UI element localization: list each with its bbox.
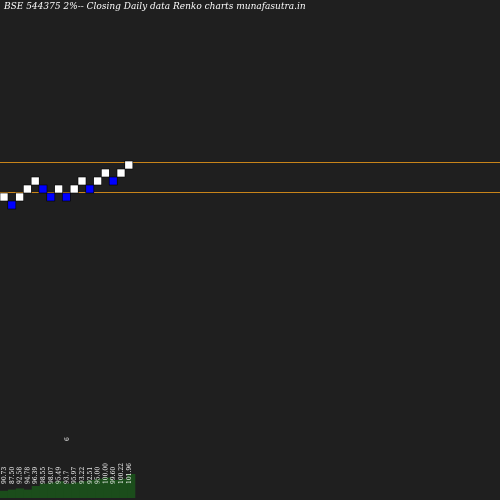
renko-brick-up xyxy=(124,160,134,170)
volume-bar xyxy=(95,478,104,498)
renko-brick-up xyxy=(77,176,87,186)
price-label: 95.00 xyxy=(95,467,102,484)
renko-brick-down xyxy=(7,200,17,210)
renko-brick-up xyxy=(15,192,24,202)
volume-bar xyxy=(23,489,33,498)
volume-bar xyxy=(55,481,64,498)
renko-brick-up xyxy=(93,176,102,186)
price-label: 95.97 xyxy=(71,467,78,484)
volume-bar xyxy=(79,481,88,498)
price-label-extra: 6 xyxy=(64,437,71,441)
renko-brick-up xyxy=(69,184,79,194)
price-label: 94.78 xyxy=(24,467,31,484)
chart-title: BSE 544375 2%-- Closing Daily data Renko… xyxy=(4,2,306,12)
volume-bar xyxy=(15,488,25,498)
renko-brick-up xyxy=(30,176,40,186)
renko-brick-up xyxy=(0,192,9,202)
price-label: 95.49 xyxy=(56,467,63,484)
renko-brick-down xyxy=(46,192,56,202)
price-label: 98.55 xyxy=(40,467,47,484)
price-label: 101.96 xyxy=(126,463,133,484)
price-label: 92.58 xyxy=(17,467,24,484)
volume-bar xyxy=(71,482,80,498)
volume-bar xyxy=(103,477,112,498)
volume-bar xyxy=(47,482,56,498)
volume-bar xyxy=(31,486,41,498)
volume-bar xyxy=(39,483,48,498)
price-label: 100.00 xyxy=(102,463,109,484)
price-label: 99.60 xyxy=(110,467,117,484)
volume-bar xyxy=(0,490,9,498)
price-label: 87.50 xyxy=(9,467,16,484)
renko-brick-down xyxy=(38,184,48,194)
volume-bar xyxy=(127,474,136,498)
price-label: 96.39 xyxy=(32,467,39,484)
renko-brick-up xyxy=(116,168,126,178)
price-label: 98.07 xyxy=(48,467,55,484)
price-label: 93.7 xyxy=(63,470,70,484)
volume-bar xyxy=(119,478,128,498)
price-label: 100.22 xyxy=(118,463,125,484)
renko-brick-up xyxy=(23,184,32,194)
renko-brick-down xyxy=(62,192,71,202)
renko-brick-down xyxy=(85,184,95,194)
volume-bar xyxy=(7,489,17,498)
volume-bar xyxy=(111,480,120,498)
volume-bar xyxy=(63,483,72,498)
renko-brick-up xyxy=(54,184,63,194)
renko-brick-down xyxy=(108,176,118,186)
renko-brick-up xyxy=(101,168,110,178)
volume-bar xyxy=(87,480,96,498)
price-label: 90.73 xyxy=(1,467,8,484)
price-label: 93.22 xyxy=(79,467,86,484)
price-label: 92.51 xyxy=(87,467,94,484)
